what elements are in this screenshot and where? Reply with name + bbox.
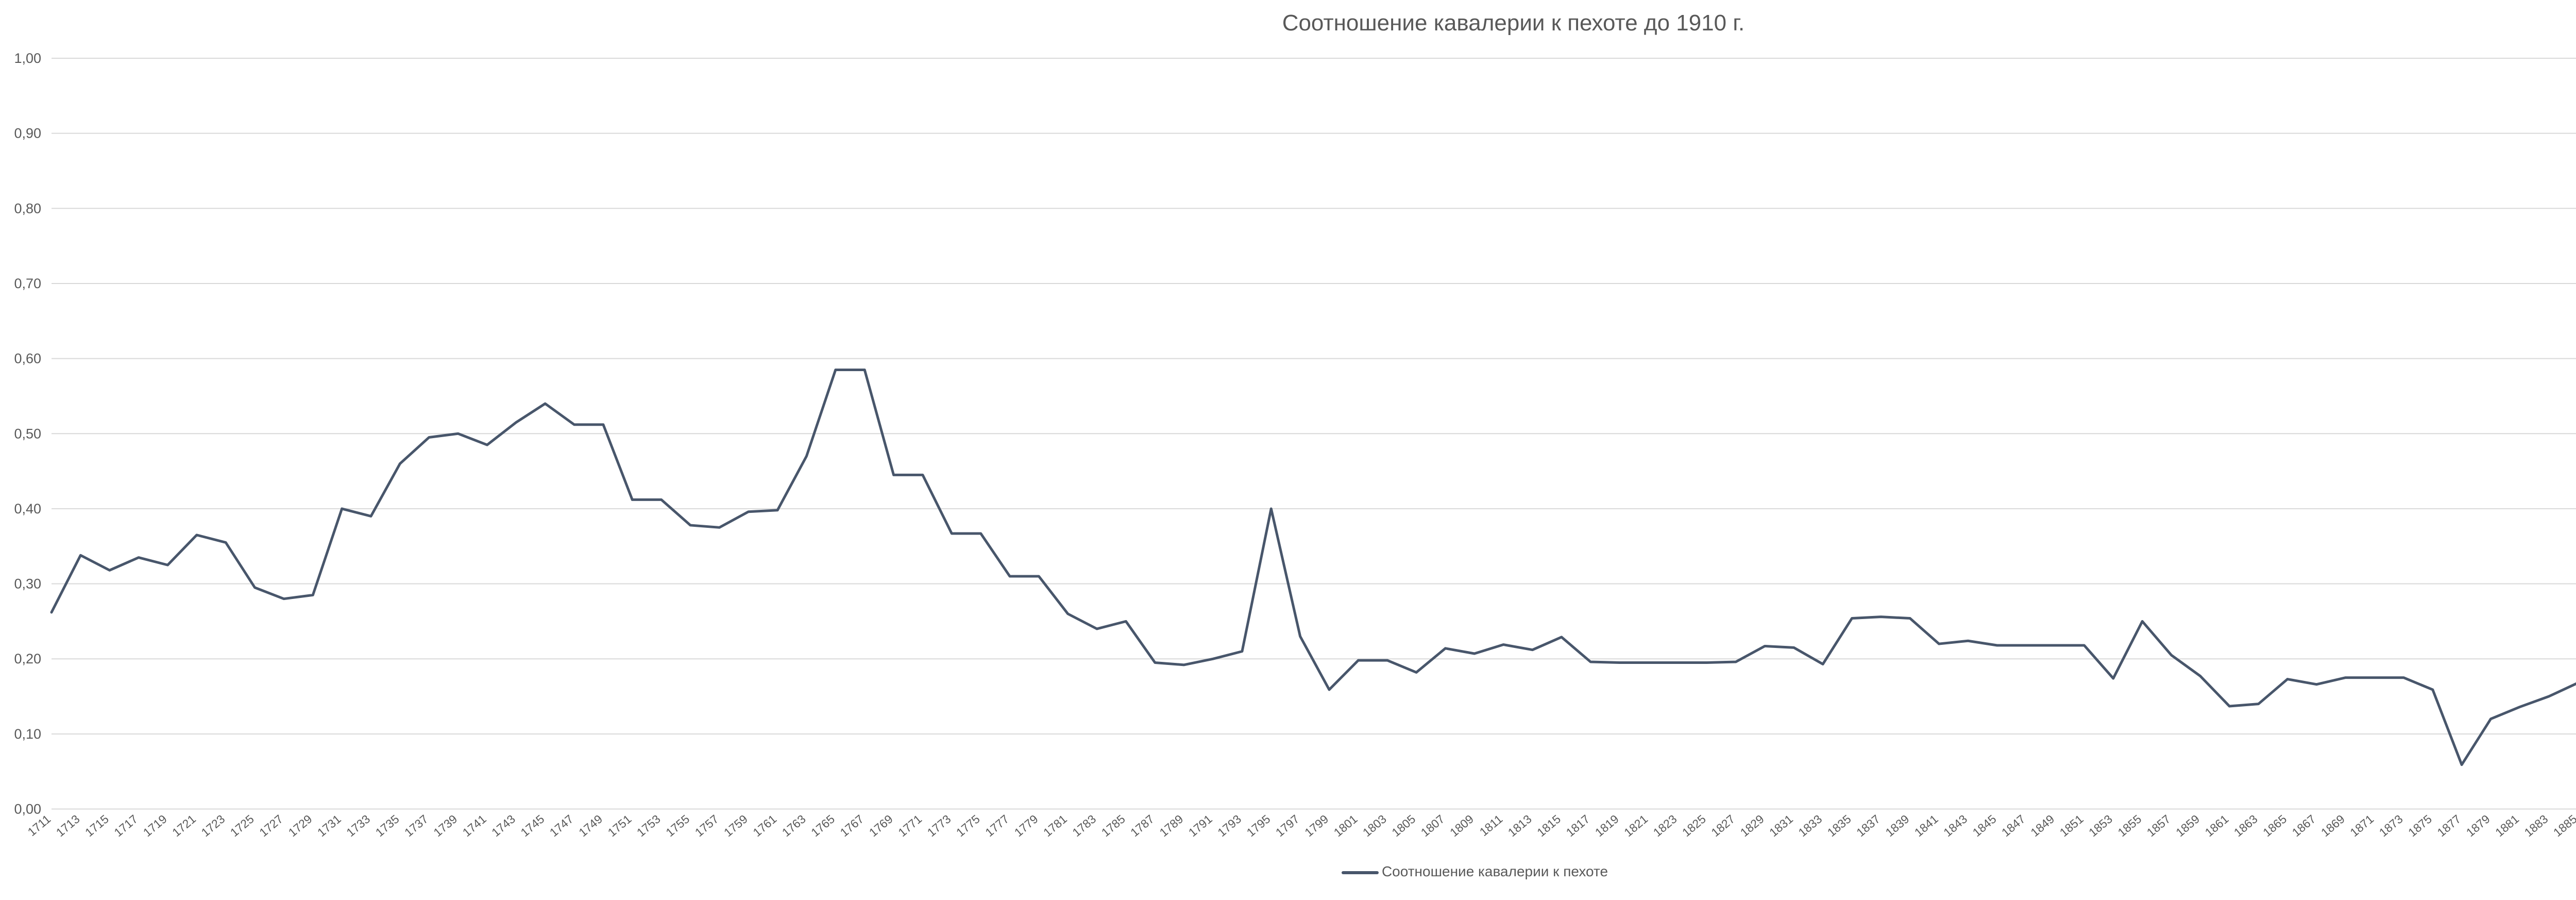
svg-text:1805: 1805: [1389, 812, 1418, 839]
svg-text:1821: 1821: [1621, 812, 1650, 839]
svg-text:1851: 1851: [2057, 812, 2086, 839]
svg-text:1865: 1865: [2260, 812, 2289, 839]
svg-text:1873: 1873: [2377, 812, 2405, 839]
svg-text:1719: 1719: [141, 812, 170, 839]
svg-text:1713: 1713: [54, 812, 82, 839]
svg-text:1875: 1875: [2405, 812, 2434, 839]
svg-text:1775: 1775: [954, 812, 982, 839]
svg-text:1831: 1831: [1767, 812, 1795, 839]
svg-text:1847: 1847: [1999, 812, 2028, 839]
svg-text:1811: 1811: [1477, 812, 1505, 839]
svg-text:1785: 1785: [1099, 812, 1128, 839]
svg-text:0,20: 0,20: [14, 651, 41, 666]
svg-text:1761: 1761: [750, 812, 779, 839]
svg-text:1747: 1747: [547, 812, 576, 839]
svg-text:1779: 1779: [1012, 812, 1041, 839]
svg-text:1871: 1871: [2347, 812, 2376, 839]
svg-text:1817: 1817: [1564, 812, 1592, 839]
svg-text:1863: 1863: [2231, 812, 2260, 839]
svg-text:1721: 1721: [170, 812, 198, 839]
svg-text:0,40: 0,40: [14, 501, 41, 516]
svg-text:1789: 1789: [1157, 812, 1186, 839]
svg-text:1839: 1839: [1883, 812, 1912, 839]
svg-text:1849: 1849: [2028, 812, 2057, 839]
svg-text:1819: 1819: [1592, 812, 1621, 839]
svg-text:1861: 1861: [2202, 812, 2231, 839]
svg-text:1857: 1857: [2144, 812, 2173, 839]
svg-text:1833: 1833: [1796, 812, 1825, 839]
svg-text:1793: 1793: [1215, 812, 1244, 839]
svg-text:1727: 1727: [257, 812, 285, 839]
svg-text:1737: 1737: [402, 812, 431, 839]
svg-text:1813: 1813: [1505, 812, 1534, 839]
svg-text:1837: 1837: [1854, 812, 1883, 839]
svg-text:1739: 1739: [431, 812, 460, 839]
svg-text:1855: 1855: [2115, 812, 2144, 839]
svg-text:1769: 1769: [867, 812, 895, 839]
svg-text:1751: 1751: [605, 812, 634, 839]
svg-text:1841: 1841: [1912, 812, 1941, 839]
svg-text:1767: 1767: [838, 812, 867, 839]
svg-text:1745: 1745: [518, 812, 547, 839]
svg-text:1763: 1763: [779, 812, 808, 839]
svg-text:1883: 1883: [2522, 812, 2551, 839]
svg-text:1879: 1879: [2464, 812, 2493, 839]
svg-text:1859: 1859: [2173, 812, 2202, 839]
svg-text:0,60: 0,60: [14, 351, 41, 366]
svg-text:1801: 1801: [1331, 812, 1360, 839]
svg-text:1743: 1743: [489, 812, 518, 839]
svg-text:1777: 1777: [982, 812, 1011, 839]
svg-text:1869: 1869: [2318, 812, 2347, 839]
svg-text:0,50: 0,50: [14, 426, 41, 441]
svg-text:1717: 1717: [111, 812, 140, 839]
svg-text:1731: 1731: [315, 812, 344, 839]
svg-text:1771: 1771: [895, 812, 924, 839]
svg-text:1735: 1735: [373, 812, 402, 839]
svg-text:1725: 1725: [228, 812, 257, 839]
svg-text:1781: 1781: [1041, 812, 1070, 839]
svg-text:1881: 1881: [2493, 812, 2521, 839]
svg-text:1715: 1715: [82, 812, 111, 839]
svg-text:1795: 1795: [1244, 812, 1273, 839]
svg-text:0,70: 0,70: [14, 276, 41, 291]
svg-text:1823: 1823: [1651, 812, 1680, 839]
svg-text:1,00: 1,00: [14, 51, 41, 66]
svg-text:1733: 1733: [344, 812, 372, 839]
svg-text:1797: 1797: [1273, 812, 1302, 839]
svg-text:1749: 1749: [576, 812, 605, 839]
svg-text:1741: 1741: [460, 812, 489, 839]
svg-text:1853: 1853: [2086, 812, 2115, 839]
svg-text:1809: 1809: [1447, 812, 1476, 839]
svg-text:1753: 1753: [634, 812, 663, 839]
svg-text:1757: 1757: [692, 812, 721, 839]
svg-text:1829: 1829: [1738, 812, 1767, 839]
svg-text:1815: 1815: [1534, 812, 1563, 839]
svg-text:0,30: 0,30: [14, 576, 41, 592]
svg-text:1783: 1783: [1070, 812, 1098, 839]
svg-text:1803: 1803: [1360, 812, 1389, 839]
svg-text:1765: 1765: [808, 812, 837, 839]
svg-text:1807: 1807: [1418, 812, 1447, 839]
svg-text:0,90: 0,90: [14, 126, 41, 141]
svg-text:1877: 1877: [2435, 812, 2464, 839]
svg-text:1845: 1845: [1970, 812, 1999, 839]
svg-text:1787: 1787: [1128, 812, 1157, 839]
svg-text:1835: 1835: [1825, 812, 1854, 839]
svg-text:1843: 1843: [1941, 812, 1970, 839]
svg-text:1759: 1759: [721, 812, 750, 839]
svg-text:1791: 1791: [1186, 812, 1215, 839]
svg-text:1773: 1773: [925, 812, 954, 839]
svg-text:0,00: 0,00: [14, 802, 41, 817]
svg-text:1827: 1827: [1708, 812, 1737, 839]
svg-text:1723: 1723: [199, 812, 228, 839]
svg-text:0,80: 0,80: [14, 201, 41, 216]
svg-text:1799: 1799: [1302, 812, 1331, 839]
svg-text:0,10: 0,10: [14, 726, 41, 742]
svg-text:1755: 1755: [663, 812, 692, 839]
svg-text:1729: 1729: [286, 812, 315, 839]
svg-text:1885: 1885: [2551, 812, 2576, 839]
svg-text:1825: 1825: [1680, 812, 1708, 839]
svg-text:1867: 1867: [2290, 812, 2318, 839]
